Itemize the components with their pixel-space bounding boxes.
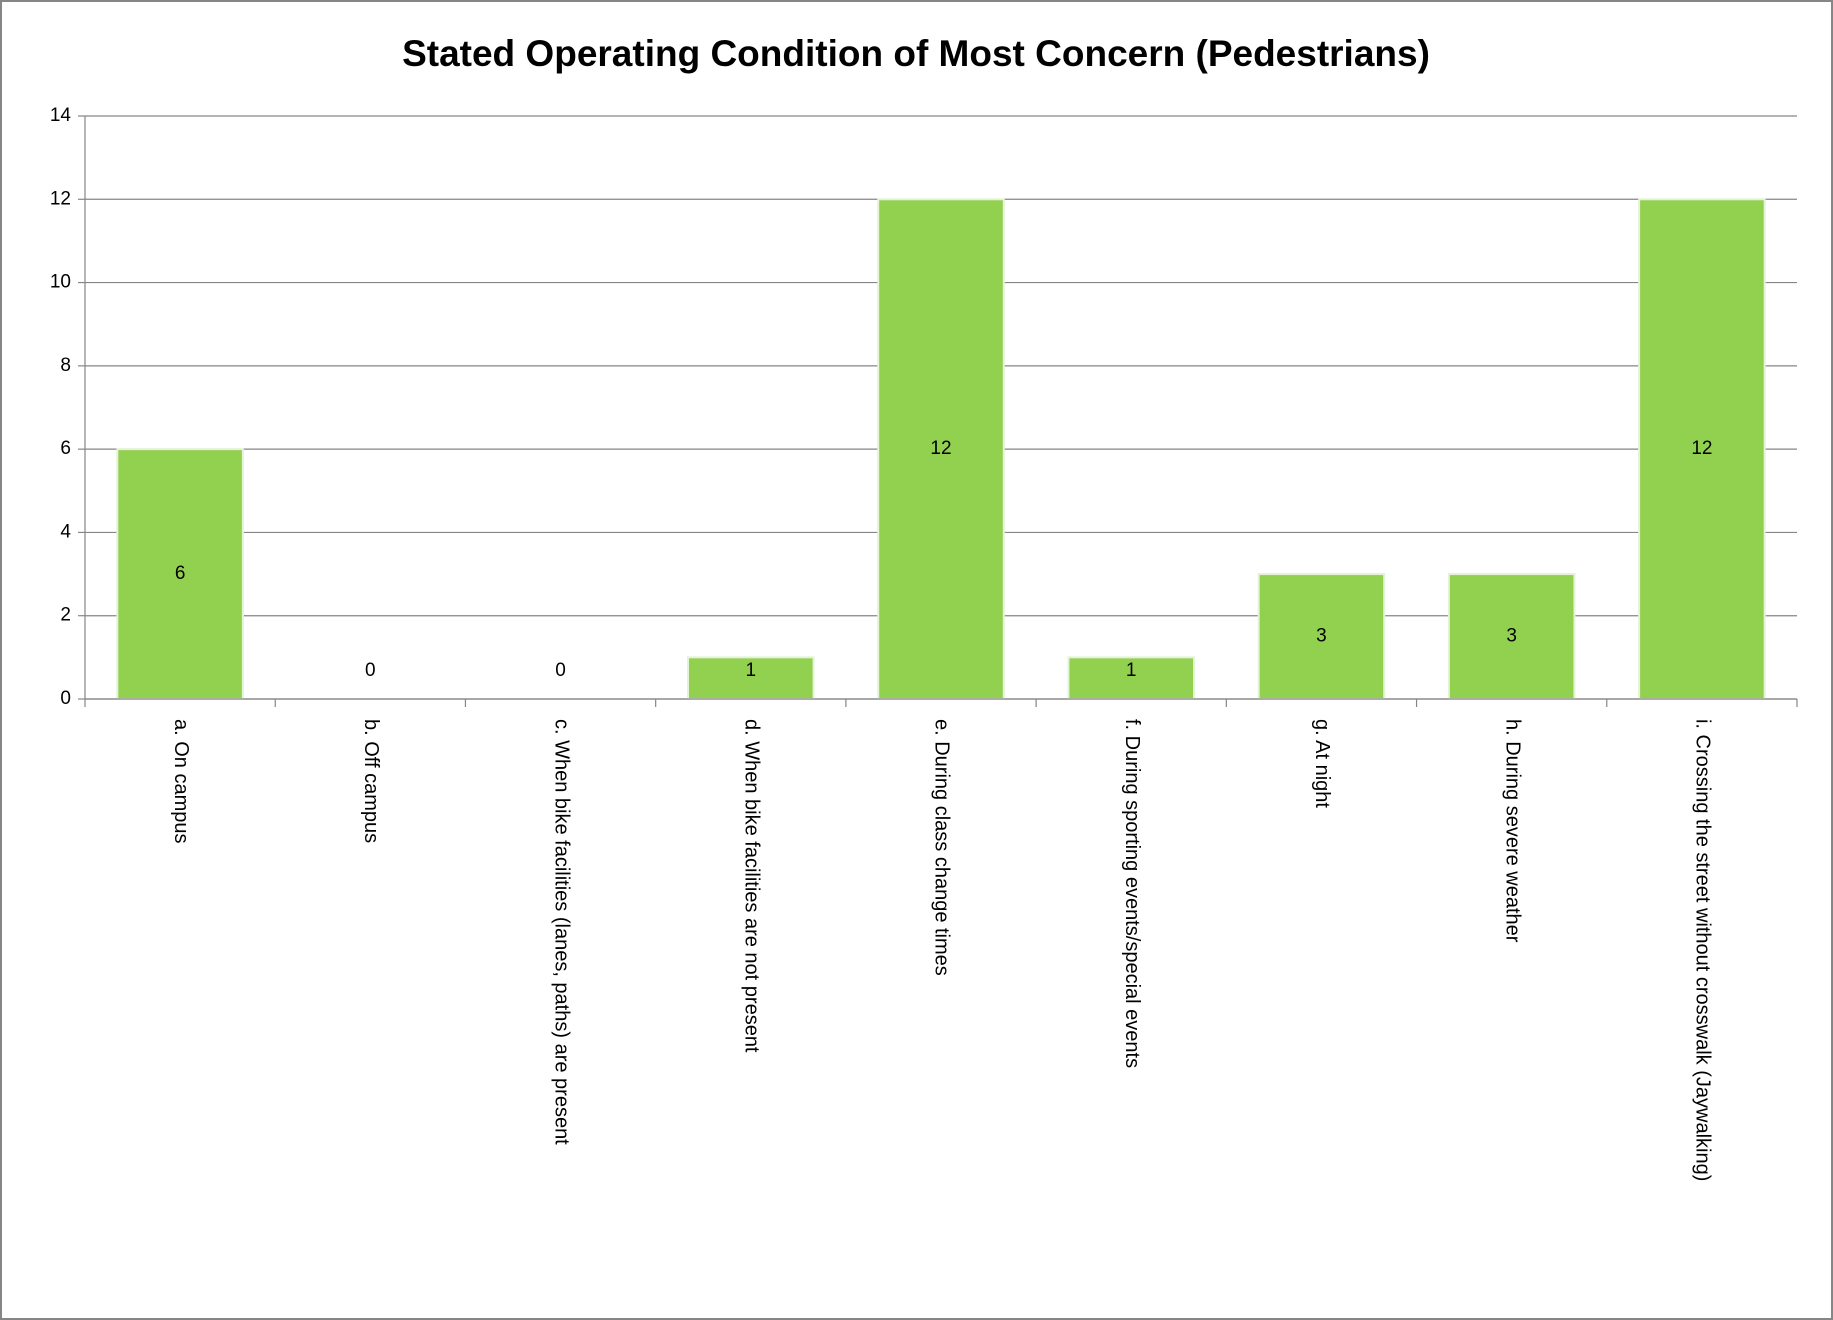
- bar: [1638, 198, 1766, 701]
- y-tick-label: 8: [60, 355, 71, 376]
- y-tick-label: 14: [50, 105, 72, 126]
- x-tick-label: f. During sporting events/special events: [1121, 719, 1143, 1068]
- bar: [877, 198, 1005, 701]
- x-tick-label: h. During severe weather: [1501, 719, 1523, 943]
- data-label: 0: [365, 660, 376, 681]
- x-tick-label: i. Crossing the street without crosswalk…: [1692, 719, 1714, 1181]
- bar: [116, 448, 244, 700]
- data-label: 12: [930, 438, 951, 459]
- data-label: 1: [745, 660, 756, 681]
- data-label: 3: [1506, 626, 1517, 647]
- chart-title: Stated Operating Condition of Most Conce…: [402, 33, 1430, 74]
- data-label: 1: [1126, 660, 1137, 681]
- bar: [1067, 656, 1195, 700]
- bar: [687, 656, 815, 700]
- y-tick-label: 2: [60, 605, 71, 626]
- data-label: 0: [555, 660, 566, 681]
- y-tick-label: 12: [50, 188, 71, 209]
- bar: [1257, 573, 1386, 700]
- x-tick-label: e. During class change times: [931, 719, 953, 976]
- bar: [1447, 573, 1576, 700]
- x-tick-label: d. When bike facilities are not present: [740, 719, 762, 1053]
- x-tick-label: a. On campus: [170, 719, 192, 844]
- y-tick-label: 4: [60, 521, 71, 542]
- x-tick-label: g. At night: [1311, 719, 1333, 808]
- data-label: 6: [175, 563, 186, 584]
- y-tick-label: 0: [60, 688, 71, 709]
- x-tick-label: b. Off campus: [360, 719, 382, 843]
- data-label: 3: [1316, 626, 1327, 647]
- data-label: 12: [1691, 438, 1712, 459]
- x-tick-label: c. When bike facilities (lanes, paths) a…: [550, 719, 572, 1145]
- y-tick-label: 10: [50, 272, 71, 293]
- y-tick-label: 6: [60, 438, 71, 459]
